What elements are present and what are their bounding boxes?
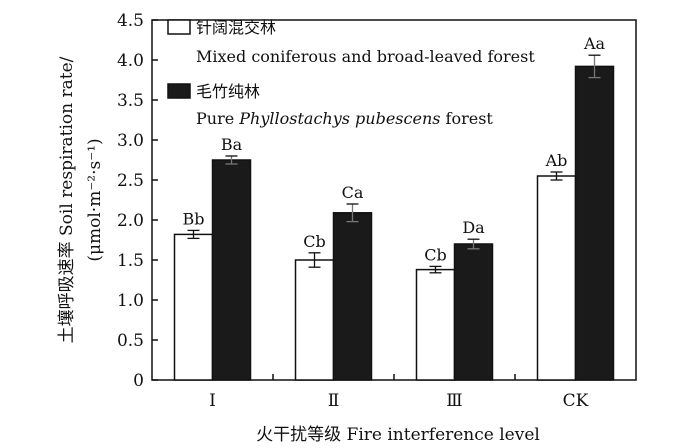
bar [332,212,373,381]
bar [211,159,252,381]
y-axis-title-line1: 土壤呼吸速率 Soil respiration rate/ [56,56,77,343]
x-tick-label: Ⅲ [446,391,462,411]
y-tick-label: 1.5 [117,251,144,271]
x-axis-title: 火干扰等级 Fire interference level [256,425,540,445]
legend-swatch-mixed [167,19,191,35]
legend-label-bamboo-cn: 毛竹纯林 [196,82,260,101]
bar [536,175,577,381]
data-label: Bb [183,209,205,228]
y-tick-label: 3.0 [117,131,144,151]
data-label: Ab [545,151,568,170]
y-axis: 0 0.5 1.0 1.5 2.0 2.5 3.0 3.5 4.0 4.5 [117,11,158,391]
y-tick-label: 4.0 [117,51,144,71]
legend-label-bamboo-en-prefix: Pure [196,109,239,128]
data-label: Aa [583,34,606,53]
y-tick-label: 0 [133,371,144,391]
bar [415,268,456,381]
legend-label-mixed-en: Mixed coniferous and broad-leaved forest [196,47,535,66]
legend-label-bamboo-en: Pure Phyllostachys pubescens forest [196,109,493,128]
data-label: Cb [303,232,325,251]
data-label: Cb [424,245,446,264]
bar [453,243,494,381]
x-axis: Ⅰ Ⅱ Ⅲ CK [209,374,589,411]
x-tick-label: CK [563,391,589,411]
y-tick-label: 2.0 [117,211,144,231]
y-tick-label: 4.5 [117,11,144,31]
y-axis-title: 土壤呼吸速率 Soil respiration rate/ (μmol·m⁻²·… [56,56,105,343]
bar [173,233,214,381]
legend-swatch-bamboo [167,83,191,99]
bar [294,259,335,381]
y-axis-title-line2: (μmol·m⁻²·s⁻¹) [85,138,105,261]
x-tick-label: Ⅱ [328,391,340,411]
legend-label-bamboo-en-italic: Phyllostachys pubescens [238,109,440,128]
y-tick-label: 2.5 [117,171,144,191]
legend-label-bamboo-en-suffix: forest [440,109,493,128]
legend: 针阔混交林 Mixed coniferous and broad-leaved … [167,18,535,128]
data-label: Ca [342,183,364,202]
x-tick-label: Ⅰ [209,391,216,411]
bar [574,65,615,381]
y-tick-label: 3.5 [117,91,144,111]
data-label: Da [462,218,485,237]
legend-label-mixed-cn: 针阔混交林 [196,18,276,37]
bars: Bb Ba Cb Ca Cb Da Ab Aa [173,34,615,381]
y-tick-label: 0.5 [117,331,144,351]
data-label: Ba [221,135,243,154]
y-tick-label: 1.0 [117,291,144,311]
